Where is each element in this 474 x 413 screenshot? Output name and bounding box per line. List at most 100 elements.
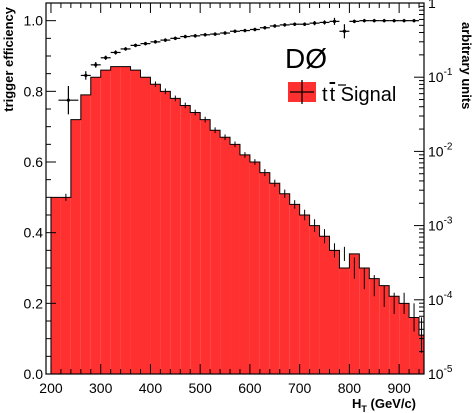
histogram-bar: [180, 105, 191, 374]
efficiency-point: [322, 20, 327, 25]
efficiency-point: [243, 28, 247, 33]
histogram-bar: [319, 236, 330, 374]
efficiency-point: [412, 19, 416, 23]
x-tick-label: 900: [387, 380, 411, 396]
y-right-tick-label: 10-2: [428, 141, 453, 159]
efficiency-point: [362, 19, 366, 23]
histogram-bar: [150, 84, 161, 375]
histogram-bar: [210, 130, 221, 374]
histogram-bar: [120, 66, 131, 374]
efficiency-point: [114, 50, 118, 55]
y-axis-right-label: arbitrary units: [459, 22, 474, 109]
efficiency-point: [163, 38, 167, 42]
histogram-bar: [309, 225, 320, 374]
x-axis-label-subscript: T: [361, 404, 367, 413]
y-left-tick-label: 0.4: [24, 225, 44, 241]
y-left-tick-label: 1.0: [24, 13, 44, 29]
x-tick-label: 700: [288, 380, 312, 396]
x-axis: 200 300 400 500 600 700 800 900: [39, 3, 420, 396]
y-left-tick-label: 0.2: [24, 295, 44, 311]
histogram-bar: [289, 204, 300, 374]
x-tick-label: 600: [238, 380, 262, 396]
histogram-bar: [140, 77, 151, 374]
histogram-bar: [50, 197, 61, 374]
efficiency-point: [392, 19, 396, 23]
x-tick-label: 200: [39, 380, 63, 396]
y-right-tick-label: 10-5: [428, 364, 453, 382]
histogram-bar: [339, 268, 350, 374]
histogram-bar: [269, 183, 280, 374]
histogram-bar: [299, 215, 310, 374]
efficiency-point: [402, 19, 406, 23]
histogram-bar: [399, 303, 410, 374]
histogram-bar: [409, 317, 420, 374]
histogram-bar: [259, 172, 270, 374]
x-axis-label-unit: (GeV/c): [367, 396, 416, 411]
histogram-bar: [359, 268, 370, 374]
x-tick-label: 400: [139, 380, 163, 396]
efficiency-point: [332, 19, 337, 23]
y-right-tick-label: 10-1: [428, 67, 453, 85]
signal-histogram: [50, 66, 425, 375]
efficiency-point: [66, 98, 70, 102]
plot-frame: [45, 2, 425, 375]
y-axis-left-label: trigger efficiency: [1, 6, 16, 112]
histogram-bar: [239, 154, 250, 374]
efficiency-point: [94, 63, 98, 67]
y-left-tick-label: 0.0: [24, 366, 44, 382]
efficiency-point: [283, 23, 287, 27]
x-tick-label: 800: [338, 380, 362, 396]
efficiency-point: [143, 42, 148, 46]
histogram-bar: [170, 98, 181, 375]
efficiency-point: [233, 29, 237, 33]
histogram-bar: [329, 250, 340, 374]
efficiency-point: [372, 19, 376, 23]
experiment-label: DØ: [285, 43, 327, 74]
x-axis-label-main: H: [352, 396, 361, 411]
histogram-bar: [90, 77, 101, 374]
efficiency-point: [173, 36, 177, 40]
y-axis-right: 10-5 10-4 10-3 10-2 10-1 1: [414, 0, 453, 382]
signal-error-bars: [65, 81, 423, 353]
histogram-bar: [200, 119, 211, 374]
efficiency-point: [352, 19, 356, 23]
histogram-bar: [419, 335, 424, 374]
histogram-bar: [279, 193, 290, 374]
histogram-bar: [369, 278, 380, 374]
histogram-bar: [190, 112, 201, 375]
y-left-tick-label: 0.6: [24, 154, 44, 170]
histogram-bar: [130, 70, 141, 374]
efficiency-point: [84, 73, 88, 78]
efficiency-point: [382, 19, 386, 23]
efficiency-point: [133, 43, 138, 48]
y-left-tick-label: 0.8: [24, 83, 44, 99]
efficiency-point: [203, 33, 207, 37]
efficiency-point: [183, 34, 187, 39]
efficiency-point: [123, 47, 128, 51]
x-tick-label: 300: [89, 380, 113, 396]
histogram-bar: [110, 66, 121, 374]
efficiency-point: [303, 22, 307, 26]
efficiency-point: [193, 34, 197, 38]
histogram-bar: [70, 119, 81, 374]
histogram-bar: [220, 137, 231, 374]
histogram-bar: [230, 144, 240, 374]
x-tick-label: 500: [189, 380, 213, 396]
x-axis-label: HT (GeV/c): [352, 396, 416, 413]
efficiency-point: [213, 32, 217, 36]
histogram-bar: [379, 285, 390, 374]
histogram-bar: [389, 296, 400, 374]
histogram-bar: [349, 253, 360, 374]
histogram-bar: [249, 162, 260, 374]
histogram-bar: [100, 70, 111, 374]
efficiency-point: [263, 26, 267, 30]
efficiency-point: [293, 22, 297, 26]
histogram-bar: [80, 94, 91, 374]
efficiency-point: [153, 40, 158, 44]
efficiency-point: [342, 29, 347, 33]
efficiency-point: [223, 31, 227, 35]
efficiency-point: [104, 56, 108, 60]
